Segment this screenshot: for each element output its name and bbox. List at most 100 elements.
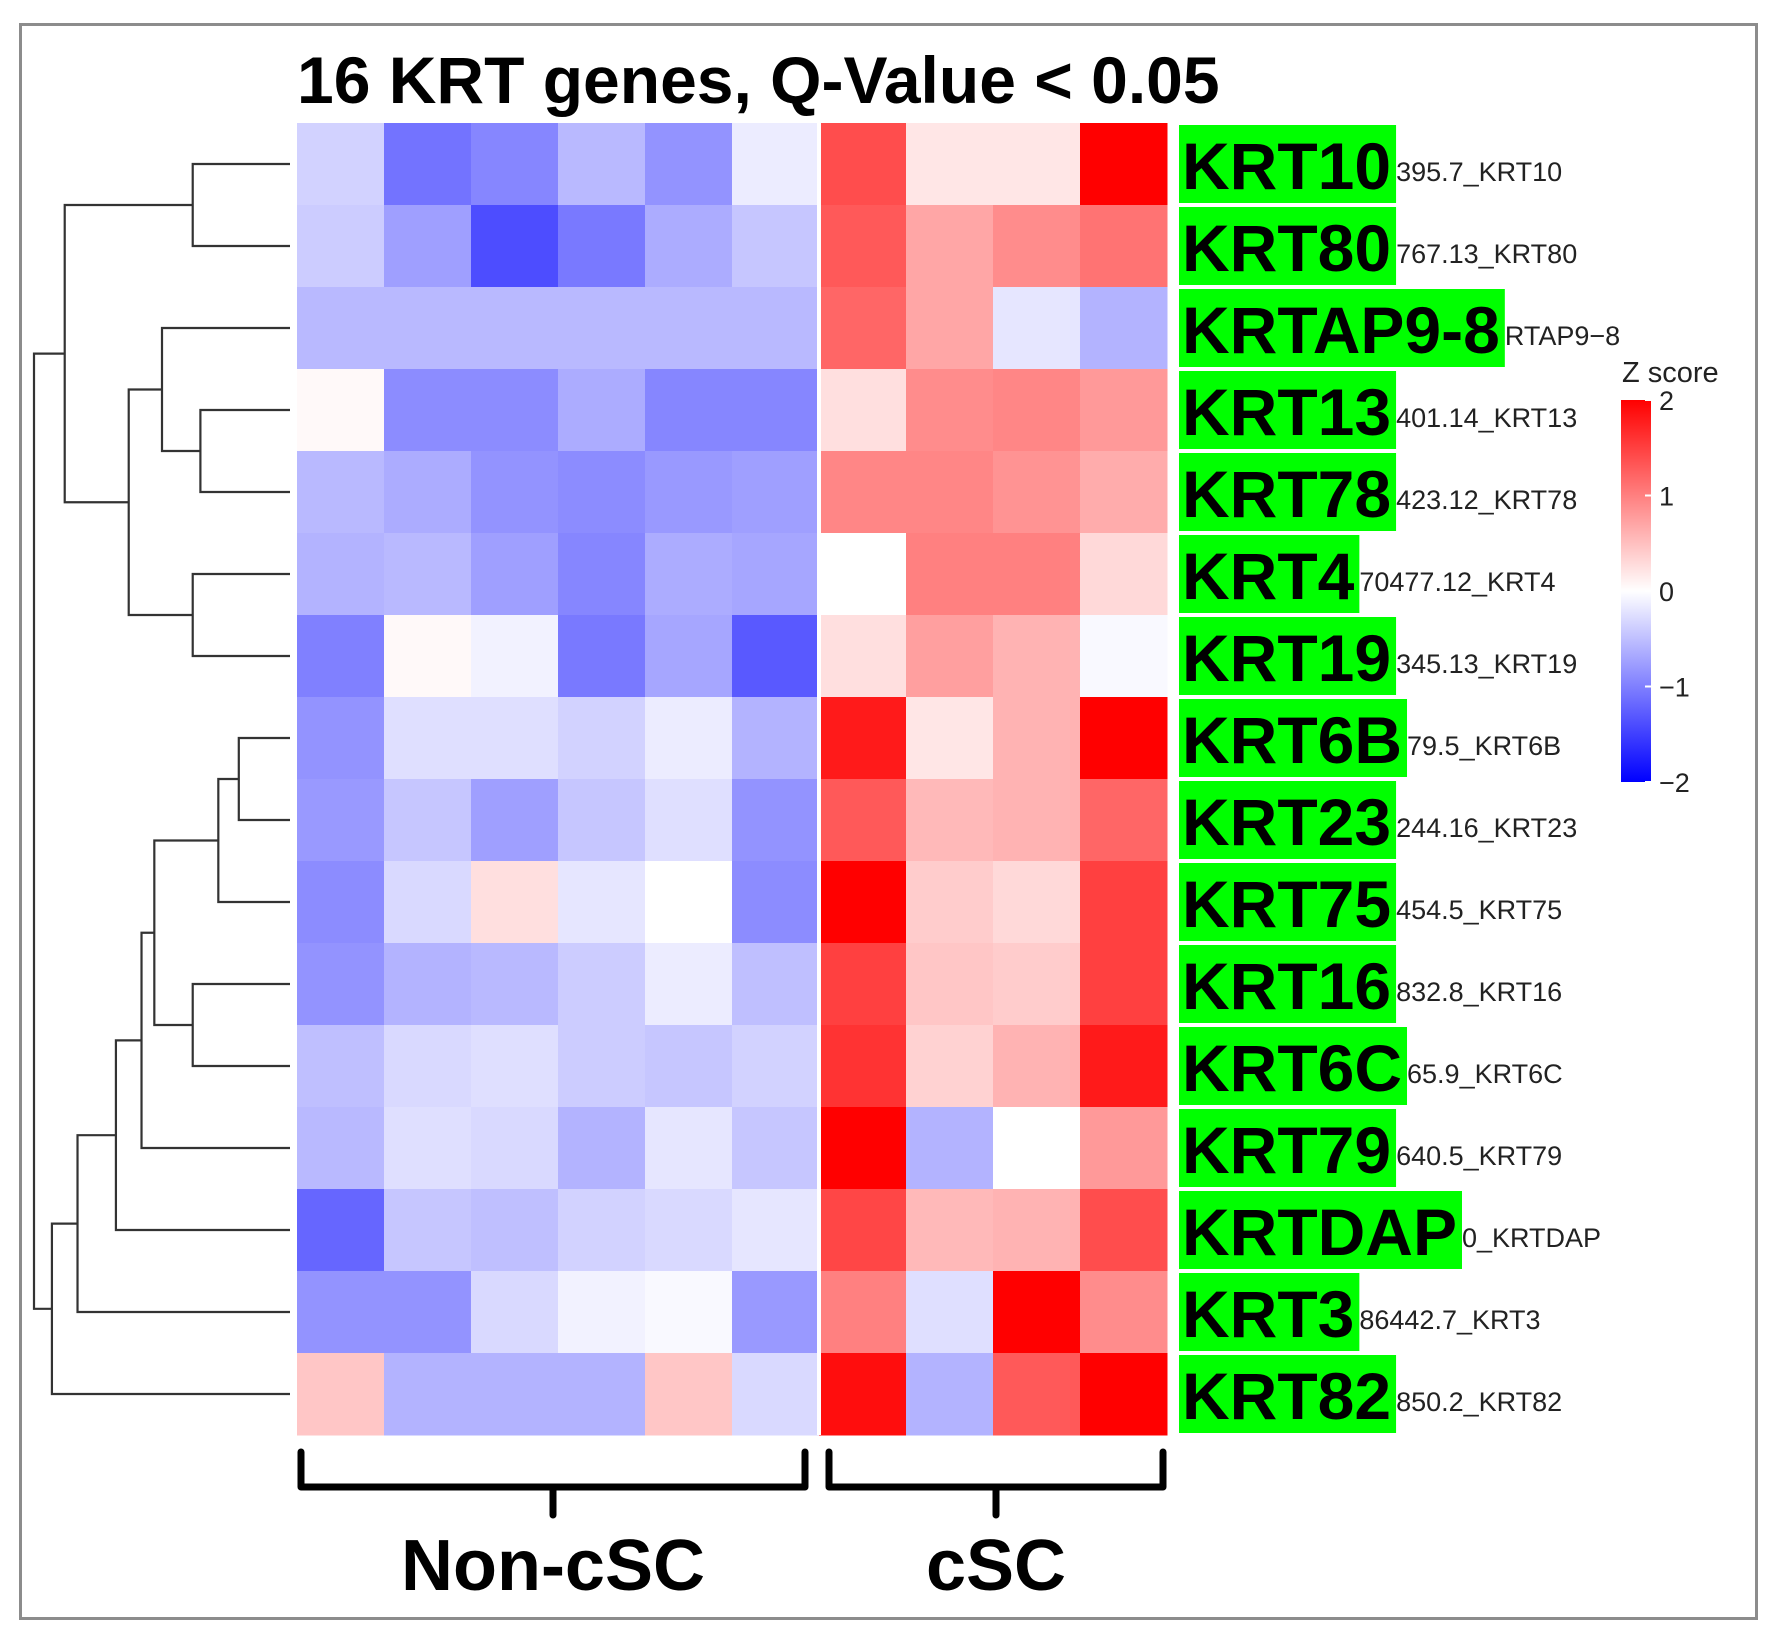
legend-tick-label: 1 [1659,482,1674,512]
heatmap-cell [993,1025,1081,1108]
heatmap-cell [645,1189,733,1272]
heatmap-cell [1080,287,1168,370]
heatmap-cell [471,451,559,534]
heatmap-cell [645,451,733,534]
heatmap-cell [384,1353,472,1436]
heatmap-cell [471,205,559,288]
heatmap-cell [558,1271,646,1354]
gene-label-highlight [1179,1355,1397,1433]
heatmap-cell [471,861,559,944]
heatmap-cell [1080,369,1168,452]
gene-id-label: 395.7_KRT10 [1396,157,1562,187]
heatmap-cell [297,697,385,780]
heatmap-cell [993,123,1081,206]
heatmap-cell [471,1271,559,1354]
heatmap-cell [297,943,385,1026]
heatmap-cell [732,369,820,452]
gene-id-label: 454.5_KRT75 [1396,895,1562,925]
heatmap-cell [993,861,1081,944]
gene-label: KRT23 [1182,785,1391,859]
heatmap-cell [471,1025,559,1108]
heatmap-cell [384,943,472,1026]
heatmap-cell [384,287,472,370]
gene-id-label: 767.13_KRT80 [1396,239,1577,269]
heatmap-cell [645,205,733,288]
gene-id-label: 850.2_KRT82 [1396,1387,1562,1417]
heatmap-cell [1080,943,1168,1026]
heatmap-cell [732,697,820,780]
heatmap-cell [732,615,820,698]
heatmap-cell [993,615,1081,698]
heatmap-cell [645,1025,733,1108]
heatmap-cell [906,943,994,1026]
heatmap-cell [1080,1025,1168,1108]
heatmap-cell [645,287,733,370]
group-label: Non-cSC [401,1526,705,1606]
heatmap-cell [1080,533,1168,616]
heatmap-cell [384,697,472,780]
dendrogram-branch [76,1134,290,1314]
heatmap-cell [558,287,646,370]
heatmap-cell [384,1271,472,1354]
heatmap-cell [993,1353,1081,1436]
heatmap-cell [1080,205,1168,288]
dendrogram-branch [191,982,290,1068]
dendrogram-branch [237,736,290,822]
heatmap-cell [558,1107,646,1190]
gene-label-highlight [1179,289,1505,367]
heatmap-cell [471,1107,559,1190]
heatmap-cell [906,1107,994,1190]
heatmap-cell [732,861,820,944]
gene-label-highlight [1179,207,1397,285]
heatmap-cell [906,697,994,780]
heatmap-cell [732,1107,820,1190]
heatmap-cell [471,943,559,1026]
heatmap-cell [471,533,559,616]
heatmap-cell [558,451,646,534]
heatmap-cell [645,861,733,944]
heatmap-cell [906,1353,994,1436]
heatmap-cell [906,369,994,452]
heatmap-cell [645,1107,733,1190]
heatmap-cell [384,205,472,288]
heatmap-cell [993,205,1081,288]
gene-label: KRTDAP [1182,1195,1457,1269]
heatmap-cell [819,123,907,206]
gene-label: KRT75 [1182,867,1391,941]
legend-title: Z score [1622,357,1719,389]
heatmap-cell [732,779,820,862]
heatmap-cell [384,1025,472,1108]
heatmap-cell [297,369,385,452]
heatmap-cell [819,697,907,780]
heatmap-cell [297,451,385,534]
gene-id-label: 86442.7_KRT3 [1359,1305,1540,1335]
gene-id-label: RTAP9−8 [1505,321,1620,351]
legend-tick-label: 0 [1659,577,1674,607]
heatmap-cell [1080,1107,1168,1190]
heatmap-cell [645,615,733,698]
heatmap-cell [819,1189,907,1272]
gene-label-highlight [1179,945,1397,1023]
gene-id-label: 79.5_KRT6B [1407,731,1561,761]
gene-id-label: 244.16_KRT23 [1396,813,1577,843]
heatmap-cell [471,1189,559,1272]
heatmap-cell [906,123,994,206]
gene-id-label: 70477.12_KRT4 [1359,567,1555,597]
heatmap-cell [297,779,385,862]
group-bracket [825,1448,1167,1519]
heatmap-cell [906,287,994,370]
heatmap-cell [645,697,733,780]
gene-id-label: 0_KRTDAP [1462,1223,1601,1253]
legend-tick-label: 2 [1659,386,1674,416]
dendrogram-branch [32,352,65,1310]
gene-label: KRT6B [1182,703,1402,777]
heatmap-cell [297,1025,385,1108]
chart-title: 16 KRT genes, Q-Value < 0.05 [297,43,1220,117]
group-bracket [297,1448,809,1519]
heatmap-cell [471,1353,559,1436]
gene-label: KRT13 [1182,375,1391,449]
heatmap-cell [1080,1271,1168,1354]
heatmap-cell [297,1107,385,1190]
heatmap-cell [471,287,559,370]
gene-label-highlight [1179,453,1397,531]
